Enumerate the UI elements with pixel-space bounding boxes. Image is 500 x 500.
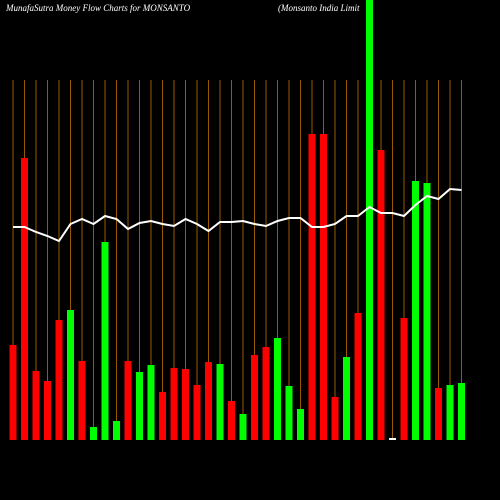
chart-title: MunafaSutra Money Flow Charts for MONSAN…	[5, 3, 191, 13]
bar	[389, 438, 396, 440]
bar	[147, 365, 155, 440]
bar	[285, 386, 293, 440]
bar	[412, 181, 419, 440]
bar	[193, 385, 201, 440]
bar	[320, 134, 327, 440]
bar	[435, 388, 442, 440]
bar	[78, 361, 86, 440]
bar	[101, 242, 109, 440]
bar	[446, 385, 454, 440]
bar	[182, 369, 189, 440]
bar	[251, 355, 258, 440]
bar	[21, 158, 28, 440]
bar	[262, 347, 270, 440]
bars	[9, 0, 465, 440]
bar	[170, 368, 178, 440]
bar	[205, 362, 212, 440]
bar	[400, 318, 408, 440]
bar	[113, 421, 120, 440]
bar	[124, 361, 132, 440]
bar	[67, 310, 74, 440]
lines	[13, 187, 462, 243]
money-flow-line	[13, 187, 462, 243]
bar	[9, 345, 17, 440]
bar	[90, 427, 97, 440]
bar	[239, 414, 247, 440]
chart-subtitle: (Monsanto India Limit	[278, 3, 360, 13]
bar	[136, 372, 143, 440]
bar	[216, 364, 224, 440]
bar	[458, 383, 465, 440]
bar	[159, 392, 166, 440]
bar	[308, 134, 316, 440]
bar	[55, 320, 63, 440]
bar	[354, 313, 362, 440]
bar	[366, 0, 373, 440]
bar	[274, 338, 281, 440]
bar	[343, 357, 350, 440]
bar	[423, 183, 431, 440]
bar	[228, 401, 235, 440]
bar	[377, 150, 385, 440]
bar	[297, 409, 304, 440]
bar	[32, 371, 40, 440]
bar	[331, 397, 339, 440]
bar	[44, 381, 51, 440]
